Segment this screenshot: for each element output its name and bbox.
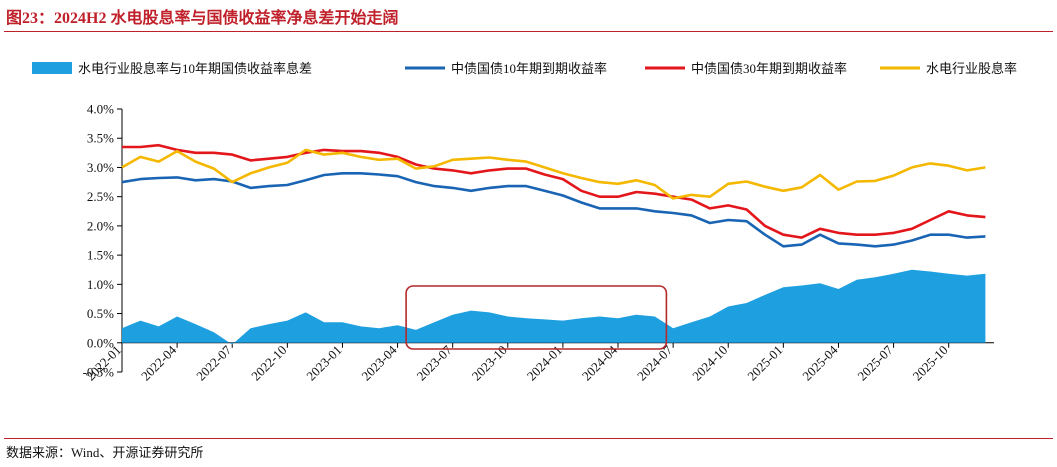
x-tick-label: 2023-01 xyxy=(303,342,344,383)
x-tick-label: 2022-10 xyxy=(248,342,289,383)
y-tick-label: 0.0% xyxy=(87,335,114,350)
x-tick-label: 2024-04 xyxy=(579,342,621,384)
series-line-dividend xyxy=(121,148,986,200)
x-tick-label: 2023-04 xyxy=(358,342,400,384)
x-tick-label: 2022-07 xyxy=(193,342,235,384)
legend-label-cgb30: 中债国债30年期到期收益率 xyxy=(691,61,847,76)
y-tick-label: -0.5% xyxy=(83,365,115,380)
x-tick-label: 2024-10 xyxy=(689,342,730,383)
title-underline xyxy=(4,31,1053,32)
legend-label-dividend: 水电行业股息率 xyxy=(926,61,1017,76)
y-tick-label: 4.0% xyxy=(87,102,114,117)
y-tick-label: 0.5% xyxy=(87,306,114,321)
series-line-cgb10 xyxy=(121,172,986,248)
x-tick-label: 2025-01 xyxy=(744,342,785,383)
y-axis: -0.5% 0.0% 0.5% 1.0% 1.5% 2.0% 2.5% 3.0% 3.5% 4.0… xyxy=(83,102,123,380)
footer-rule xyxy=(4,438,1053,439)
legend: 水电行业股息率与10年期国债收益率息差 中债国债10年期到期收益率 中债国债30… xyxy=(32,61,1017,76)
x-tick-label: 2022-04 xyxy=(138,342,180,384)
legend-label-spread: 水电行业股息率与10年期国债收益率息差 xyxy=(78,61,312,76)
x-tick-label: 2023-07 xyxy=(414,342,456,384)
source-note: 数据来源：Wind、开源证券研究所 xyxy=(6,445,204,460)
plot-area xyxy=(121,143,986,345)
legend-label-cgb10: 中债国债10年期到期收益率 xyxy=(451,61,607,76)
y-tick-label: 1.5% xyxy=(87,248,114,263)
y-tick-label: 1.0% xyxy=(87,277,114,292)
x-axis: 2022-01 2022-04 2022-07 2022-10 2023-01 2023-… xyxy=(83,342,994,384)
y-tick-label: 2.5% xyxy=(87,189,114,204)
x-tick-label: 2025-07 xyxy=(854,342,896,384)
x-tick-label: 2024-07 xyxy=(634,342,676,384)
chart-title: 图23：2024H2 水电股息率与国债收益率净息差开始走阔 xyxy=(6,10,399,27)
x-tick-label: 2025-10 xyxy=(910,342,951,383)
x-tick-label: 2025-04 xyxy=(799,342,841,384)
series-line-cgb30 xyxy=(122,143,986,239)
y-tick-label: 2.0% xyxy=(87,218,114,233)
legend-swatch-spread xyxy=(32,62,72,74)
series-area-spread xyxy=(122,269,986,345)
y-tick-label: 3.0% xyxy=(87,160,114,175)
y-tick-label: 3.5% xyxy=(87,131,114,146)
highlight-box xyxy=(405,285,668,350)
